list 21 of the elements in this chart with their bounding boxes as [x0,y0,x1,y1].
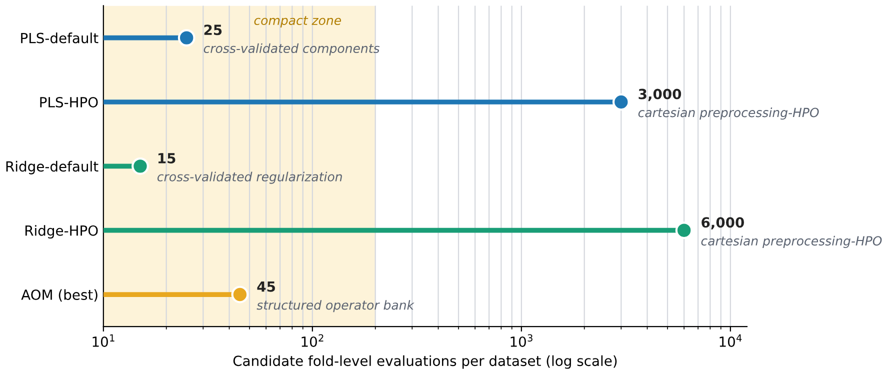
y-tick-label: Ridge-HPO [25,225,98,239]
data-label: 25 [204,24,222,36]
annotation: cartesian preprocessing-HPO [638,108,819,120]
annotation: structured operator bank [256,300,414,312]
annotation: cross-validated components [204,43,380,56]
y-tick-label: PLS-HPO [40,96,98,108]
x-tick-label: 10$^{3}$ [510,334,532,347]
band-label: compact zone [254,16,342,28]
y-tick-label: Ridge-default [6,160,98,174]
annotation: cartesian preprocessing-HPO [701,236,882,248]
y-tick-label: AOM (best) [21,289,98,302]
y-tick-label: PLS-default [21,32,98,44]
x-tick-label: 10$^{4}$ [720,334,742,347]
data-label: 45 [257,282,275,292]
data-label: 6,000 [702,217,744,230]
data-label: 3,000 [638,88,682,102]
x-tick-label: 10$^{1}$ [92,334,114,347]
x-tick-label: 10$^{2}$ [302,334,324,347]
x-axis-title: Candidate fold-level evaluations per dataset (log scale) [233,355,617,369]
data-label: 15 [158,153,176,164]
annotation: cross-validated regularization [157,172,342,184]
